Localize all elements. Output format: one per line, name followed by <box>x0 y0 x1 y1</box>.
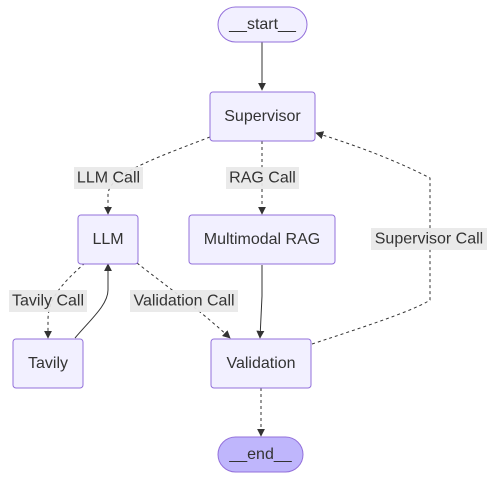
edge-label-llm-call: LLM Call <box>74 167 143 189</box>
edge-label-tavily-call-text: Tavily Call <box>12 293 84 310</box>
node-tavily[interactable]: Tavily <box>12 338 84 389</box>
edge-label-supervisor-call: Supervisor Call <box>371 228 487 250</box>
node-validation-label: Validation <box>226 355 295 372</box>
node-multimodal-rag-label: Multimodal RAG <box>204 231 320 248</box>
node-start-label: __start__ <box>228 16 297 33</box>
node-supervisor-label: Supervisor <box>224 108 301 125</box>
edge-tavily-llm <box>74 263 112 339</box>
edge-label-llm-call-text: LLM Call <box>77 170 140 187</box>
node-llm[interactable]: LLM <box>77 214 139 265</box>
node-end[interactable]: __end__ <box>217 436 304 473</box>
node-tavily-label: Tavily <box>28 355 68 372</box>
node-end-label: __end__ <box>228 446 292 463</box>
node-start[interactable]: __start__ <box>217 6 308 43</box>
node-llm-label: LLM <box>92 231 123 248</box>
edge-rag-validation <box>256 265 265 339</box>
node-multimodal-rag[interactable]: Multimodal RAG <box>188 214 336 265</box>
node-supervisor[interactable]: Supervisor <box>209 91 316 142</box>
node-validation[interactable]: Validation <box>210 338 312 389</box>
edge-label-rag-call: RAG Call <box>226 167 299 189</box>
edge-label-validation-call-text: Validation Call <box>133 293 234 310</box>
edge-label-tavily-call: Tavily Call <box>9 290 87 312</box>
edge-label-rag-call-text: RAG Call <box>229 170 296 187</box>
edge-label-supervisor-call-text: Supervisor Call <box>375 231 483 248</box>
edge-label-validation-call: Validation Call <box>130 290 238 312</box>
